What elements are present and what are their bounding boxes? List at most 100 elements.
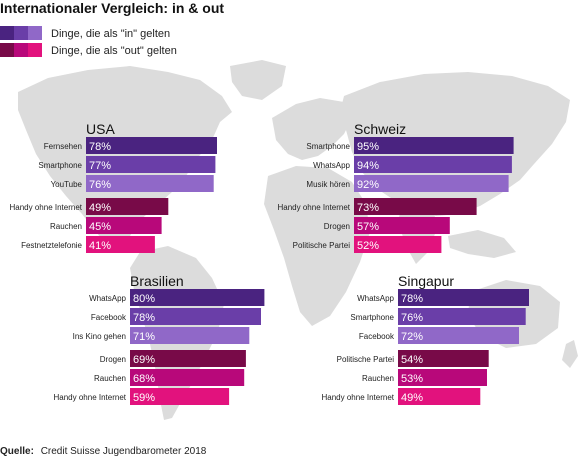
category-label-singapur-2: Facebook bbox=[359, 332, 395, 341]
category-label-brasilien-4: Rauchen bbox=[94, 374, 126, 383]
category-label-schweiz-0: Smartphone bbox=[306, 142, 350, 151]
category-label-brasilien-5: Handy ohne Internet bbox=[54, 393, 127, 402]
value-label-schweiz-2: 92% bbox=[357, 179, 379, 191]
bar-schweiz-4 bbox=[354, 217, 450, 234]
value-label-singapur-4: 53% bbox=[401, 373, 423, 385]
bar-usa-3 bbox=[86, 198, 169, 215]
map-new-zealand bbox=[562, 340, 578, 368]
map-greenland bbox=[230, 60, 286, 100]
value-label-schweiz-4: 57% bbox=[357, 221, 379, 233]
value-label-usa-3: 49% bbox=[89, 202, 111, 214]
value-label-brasilien-3: 69% bbox=[133, 354, 155, 366]
category-label-schweiz-2: Musik hören bbox=[306, 180, 350, 189]
bar-singapur-1 bbox=[398, 308, 526, 325]
bar-schweiz-3 bbox=[354, 198, 477, 215]
bar-singapur-4 bbox=[398, 369, 487, 386]
value-label-schweiz-1: 94% bbox=[357, 160, 379, 172]
bar-usa-1 bbox=[86, 156, 216, 173]
legend-swatch-in-1 bbox=[0, 26, 14, 40]
value-label-singapur-3: 54% bbox=[401, 354, 423, 366]
value-label-singapur-1: 76% bbox=[401, 312, 423, 324]
value-label-singapur-2: 72% bbox=[401, 331, 423, 343]
bar-schweiz-1 bbox=[354, 156, 512, 173]
value-label-brasilien-1: 78% bbox=[133, 312, 155, 324]
value-label-usa-0: 78% bbox=[89, 141, 111, 153]
value-label-singapur-0: 78% bbox=[401, 293, 423, 305]
bar-singapur-3 bbox=[398, 350, 489, 367]
category-label-singapur-5: Handy ohne Internet bbox=[322, 393, 395, 402]
legend-swatch-out-3 bbox=[28, 43, 42, 57]
value-label-schweiz-3: 73% bbox=[357, 202, 379, 214]
bar-usa-2 bbox=[86, 175, 214, 192]
bar-brasilien-2 bbox=[130, 327, 250, 344]
source-text: Credit Suisse Jugendbarometer 2018 bbox=[41, 446, 207, 457]
panel-title-brasilien: Brasilien bbox=[130, 273, 184, 289]
category-label-singapur-1: Smartphone bbox=[350, 313, 394, 322]
category-label-schweiz-3: Handy ohne Internet bbox=[278, 203, 351, 212]
bar-schweiz-0 bbox=[354, 137, 514, 154]
bar-schweiz-2 bbox=[354, 175, 509, 192]
panel-brasilien: Brasilien WhatsApp 80% Facebook 78% Ins Kino … bbox=[54, 273, 265, 405]
panel-title-usa: USA bbox=[86, 121, 115, 137]
category-label-schweiz-5: Politische Partei bbox=[293, 241, 351, 250]
category-label-usa-1: Smartphone bbox=[38, 161, 82, 170]
legend-swatch-out-2 bbox=[14, 43, 28, 57]
category-label-brasilien-1: Facebook bbox=[91, 313, 127, 322]
bar-usa-4 bbox=[86, 217, 162, 234]
value-label-usa-1: 77% bbox=[89, 160, 111, 172]
category-label-usa-2: YouTube bbox=[51, 180, 83, 189]
bar-usa-5 bbox=[86, 236, 155, 253]
bar-singapur-2 bbox=[398, 327, 519, 344]
value-label-brasilien-0: 80% bbox=[133, 293, 155, 305]
value-label-usa-2: 76% bbox=[89, 179, 111, 191]
country-panels: USA Fernsehen 78% Smartphone 77% YouTube 76% Ha… bbox=[10, 121, 529, 405]
value-label-singapur-5: 49% bbox=[401, 392, 423, 404]
category-label-brasilien-2: Ins Kino gehen bbox=[73, 332, 126, 341]
value-label-brasilien-5: 59% bbox=[133, 392, 155, 404]
bar-usa-0 bbox=[86, 137, 217, 154]
bar-brasilien-1 bbox=[130, 308, 261, 325]
legend-swatch-in-2 bbox=[14, 26, 28, 40]
category-label-brasilien-0: WhatsApp bbox=[89, 294, 126, 303]
legend-swatch-out-1 bbox=[0, 43, 14, 57]
category-label-usa-0: Fernsehen bbox=[44, 142, 82, 151]
category-label-brasilien-3: Drogen bbox=[100, 355, 126, 364]
category-label-schweiz-4: Drogen bbox=[324, 222, 350, 231]
category-label-usa-3: Handy ohne Internet bbox=[10, 203, 83, 212]
value-label-brasilien-4: 68% bbox=[133, 373, 155, 385]
category-label-schweiz-1: WhatsApp bbox=[313, 161, 350, 170]
legend: Dinge, die als "in" gelten Dinge, die al… bbox=[0, 26, 177, 57]
legend-label-in: Dinge, die als "in" gelten bbox=[51, 28, 170, 40]
category-label-singapur-3: Politische Partei bbox=[337, 355, 395, 364]
map-southeast-asia bbox=[448, 230, 516, 258]
panel-usa: USA Fernsehen 78% Smartphone 77% YouTube 76% Ha… bbox=[10, 121, 217, 253]
panel-schweiz: Schweiz Smartphone 95% WhatsApp 94% Musik hör… bbox=[278, 121, 514, 253]
bar-brasilien-5 bbox=[130, 388, 230, 405]
value-label-usa-5: 41% bbox=[89, 240, 111, 252]
value-label-schweiz-0: 95% bbox=[357, 141, 379, 153]
category-label-singapur-4: Rauchen bbox=[362, 374, 394, 383]
bar-singapur-5 bbox=[398, 388, 481, 405]
category-label-singapur-0: WhatsApp bbox=[357, 294, 394, 303]
legend-label-out: Dinge, die als "out" gelten bbox=[51, 45, 177, 57]
map-africa bbox=[264, 166, 370, 326]
chart-title: Internationaler Vergleich: in & out bbox=[0, 0, 224, 16]
bar-brasilien-3 bbox=[130, 350, 246, 367]
source-prefix: Quelle: bbox=[0, 446, 34, 457]
bar-singapur-0 bbox=[398, 289, 529, 306]
bar-schweiz-5 bbox=[354, 236, 442, 253]
map-europe bbox=[272, 98, 352, 160]
bar-brasilien-4 bbox=[130, 369, 245, 386]
value-label-usa-4: 45% bbox=[89, 221, 111, 233]
panel-title-singapur: Singapur bbox=[398, 273, 454, 289]
bar-brasilien-0 bbox=[130, 289, 265, 306]
panel-title-schweiz: Schweiz bbox=[354, 121, 406, 137]
legend-swatch-in-3 bbox=[28, 26, 42, 40]
value-label-brasilien-2: 71% bbox=[133, 331, 155, 343]
source-note: Quelle: Credit Suisse Jugendbarometer 20… bbox=[0, 446, 207, 457]
category-label-usa-4: Rauchen bbox=[50, 222, 82, 231]
value-label-schweiz-5: 52% bbox=[357, 240, 379, 252]
category-label-usa-5: Festnetztelefonie bbox=[21, 241, 82, 250]
